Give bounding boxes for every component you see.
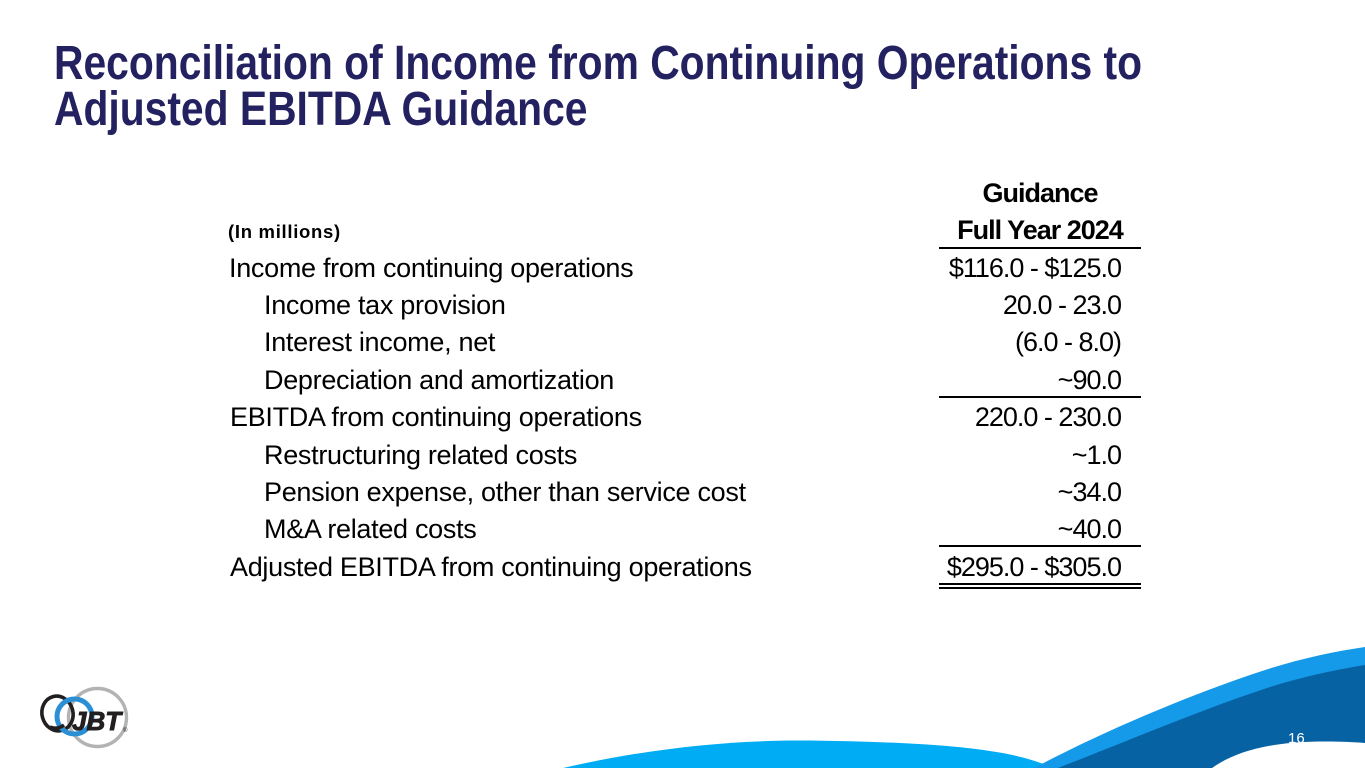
svg-text:®: ® <box>123 727 128 734</box>
svg-text:JBT: JBT <box>72 706 123 736</box>
